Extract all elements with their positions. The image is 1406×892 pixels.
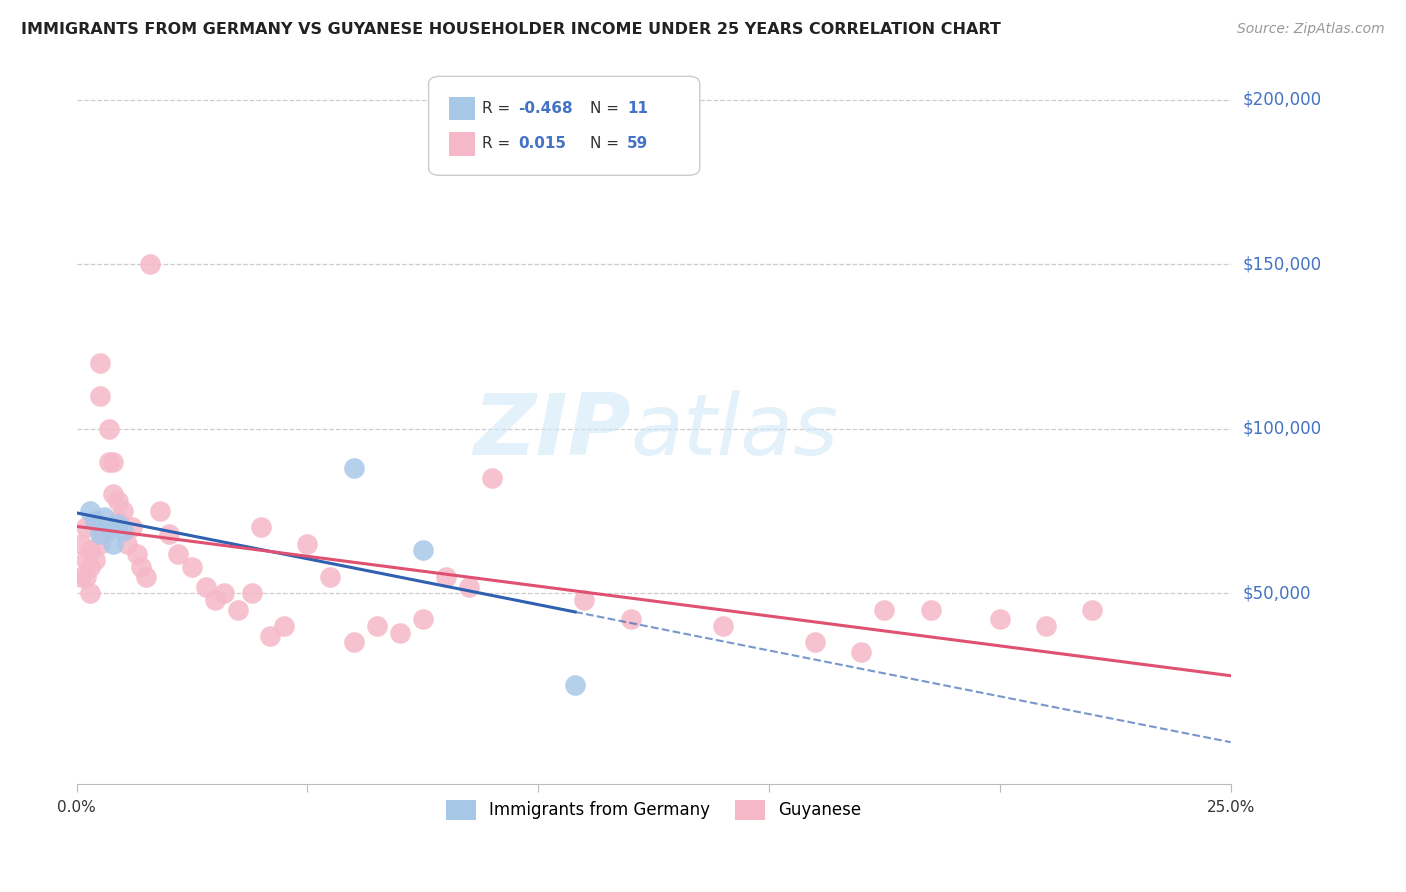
Point xyxy=(167,547,190,561)
Point xyxy=(75,520,97,534)
Point xyxy=(79,559,101,574)
Text: N =: N = xyxy=(591,136,624,152)
Bar xyxy=(450,97,475,120)
Point xyxy=(84,514,107,528)
Text: 0.0%: 0.0% xyxy=(58,800,96,815)
Point xyxy=(366,619,388,633)
Text: R =: R = xyxy=(482,101,515,116)
Text: 0.015: 0.015 xyxy=(519,136,567,152)
Point xyxy=(111,524,134,538)
Point xyxy=(342,461,364,475)
Point xyxy=(84,514,107,528)
Point xyxy=(458,580,481,594)
Point xyxy=(574,592,596,607)
Point xyxy=(873,602,896,616)
Text: N =: N = xyxy=(591,101,624,116)
Text: $200,000: $200,000 xyxy=(1243,91,1322,109)
Point xyxy=(103,537,125,551)
Point xyxy=(79,586,101,600)
Point xyxy=(434,569,457,583)
Point xyxy=(851,645,873,659)
Text: 11: 11 xyxy=(627,101,648,116)
Point xyxy=(342,635,364,649)
Text: R =: R = xyxy=(482,136,515,152)
Point xyxy=(75,553,97,567)
Text: $100,000: $100,000 xyxy=(1243,420,1322,438)
Point xyxy=(226,602,249,616)
Point xyxy=(259,629,281,643)
Point xyxy=(117,537,139,551)
Point xyxy=(89,527,111,541)
Point xyxy=(1081,602,1104,616)
Point xyxy=(93,520,115,534)
Text: 59: 59 xyxy=(627,136,648,152)
Bar xyxy=(450,132,475,155)
Point xyxy=(111,504,134,518)
Point xyxy=(139,257,162,271)
Point xyxy=(125,547,148,561)
Point xyxy=(97,454,120,468)
Point xyxy=(129,559,152,574)
Point xyxy=(920,602,942,616)
Point xyxy=(75,569,97,583)
FancyBboxPatch shape xyxy=(429,77,700,176)
Point xyxy=(711,619,734,633)
Text: atlas: atlas xyxy=(630,391,838,474)
Point xyxy=(89,537,111,551)
Point xyxy=(107,516,129,531)
Point xyxy=(89,389,111,403)
Point xyxy=(297,537,319,551)
Point xyxy=(103,487,125,501)
Point xyxy=(135,569,157,583)
Point xyxy=(240,586,263,600)
Point xyxy=(988,612,1011,626)
Text: $150,000: $150,000 xyxy=(1243,255,1322,273)
Point xyxy=(121,520,143,534)
Point xyxy=(149,504,172,518)
Text: $50,000: $50,000 xyxy=(1243,584,1310,602)
Point xyxy=(93,510,115,524)
Point xyxy=(97,422,120,436)
Point xyxy=(214,586,236,600)
Point xyxy=(319,569,342,583)
Point xyxy=(84,553,107,567)
Point xyxy=(388,625,411,640)
Point xyxy=(107,494,129,508)
Text: IMMIGRANTS FROM GERMANY VS GUYANESE HOUSEHOLDER INCOME UNDER 25 YEARS CORRELATIO: IMMIGRANTS FROM GERMANY VS GUYANESE HOUS… xyxy=(21,22,1001,37)
Legend: Immigrants from Germany, Guyanese: Immigrants from Germany, Guyanese xyxy=(439,793,868,827)
Point xyxy=(273,619,295,633)
Point xyxy=(250,520,273,534)
Point xyxy=(412,543,434,558)
Point xyxy=(564,678,586,692)
Point xyxy=(97,520,120,534)
Point xyxy=(157,527,180,541)
Point xyxy=(89,356,111,370)
Point xyxy=(79,543,101,558)
Text: 25.0%: 25.0% xyxy=(1206,800,1256,815)
Point xyxy=(194,580,217,594)
Point xyxy=(181,559,204,574)
Text: Source: ZipAtlas.com: Source: ZipAtlas.com xyxy=(1237,22,1385,37)
Point xyxy=(804,635,827,649)
Point xyxy=(204,592,226,607)
Point xyxy=(1035,619,1057,633)
Point xyxy=(103,454,125,468)
Point xyxy=(412,612,434,626)
Text: ZIP: ZIP xyxy=(472,391,630,474)
Point xyxy=(79,504,101,518)
Point xyxy=(481,471,503,485)
Point xyxy=(619,612,641,626)
Point xyxy=(93,527,115,541)
Point xyxy=(107,514,129,528)
Text: -0.468: -0.468 xyxy=(519,101,574,116)
Point xyxy=(70,569,93,583)
Point xyxy=(70,537,93,551)
